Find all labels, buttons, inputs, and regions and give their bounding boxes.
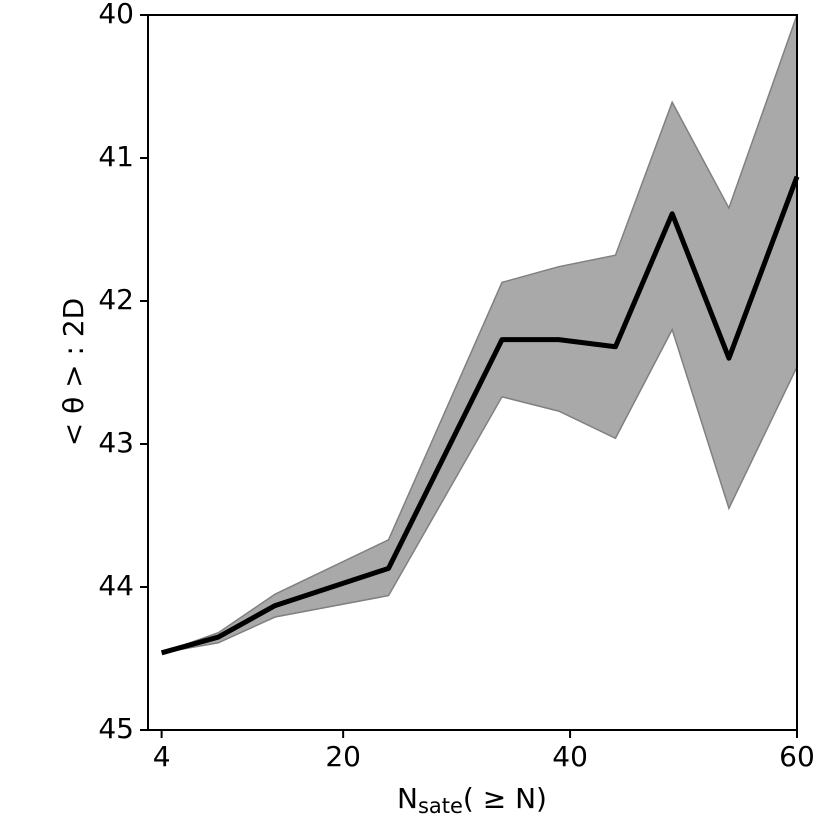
line — [160, 175, 800, 656]
x-axis-label: Nsate( ≥ N) — [397, 782, 547, 818]
x-tick-label: 60 — [779, 740, 815, 773]
x-label-rest: ( ≥ N) — [463, 782, 547, 815]
band — [161, 14, 798, 654]
y-tick-label: 44 — [98, 569, 134, 602]
plot-frame — [147, 14, 798, 731]
x-tick-label: 20 — [325, 740, 361, 773]
x-label-base: N — [397, 782, 418, 815]
x-label-sub: sate — [418, 794, 463, 818]
x-tick-label: 4 — [153, 740, 171, 773]
y-tick-label: 41 — [98, 140, 134, 173]
y-tick-label: 42 — [98, 283, 134, 316]
y-tick-label: 40 — [98, 0, 134, 30]
x-tick-label: 40 — [552, 740, 588, 773]
y-axis-label: < θ > : 2D — [57, 298, 90, 446]
y-tick-label: 45 — [98, 712, 134, 745]
y-tick-label: 43 — [98, 426, 134, 459]
